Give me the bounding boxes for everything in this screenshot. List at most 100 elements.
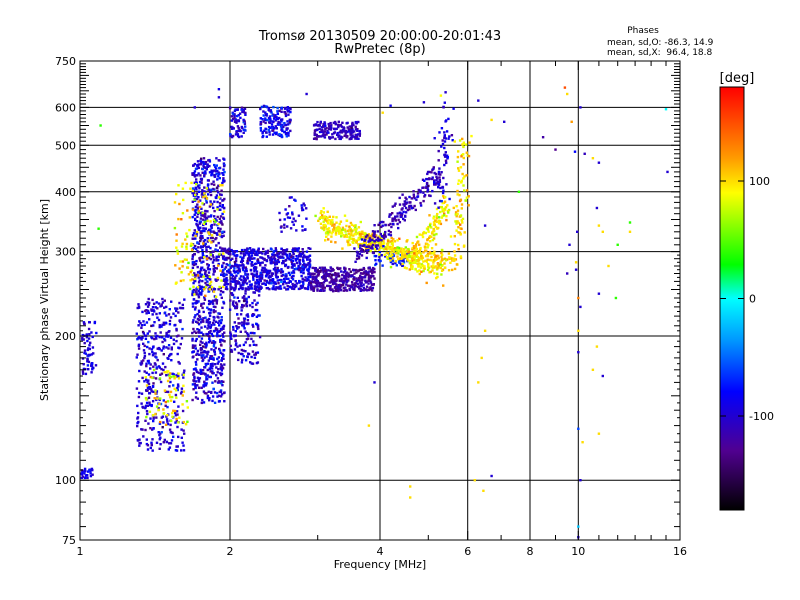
data-point: [197, 190, 201, 193]
data-point: [191, 383, 195, 386]
data-point: [426, 188, 430, 192]
data-point: [446, 204, 449, 207]
data-point: [182, 371, 186, 375]
data-point: [254, 253, 257, 256]
data-point: [185, 247, 188, 251]
data-point: [210, 226, 213, 230]
data-point: [241, 286, 244, 289]
data-point: [375, 234, 378, 237]
data-point: [278, 278, 282, 282]
data-point: [208, 331, 211, 334]
data-point: [258, 281, 261, 284]
data-point: [227, 251, 230, 255]
data-point: [211, 171, 214, 174]
data-point: [389, 104, 392, 107]
data-point: [282, 261, 285, 265]
data-point: [202, 275, 205, 278]
data-point: [192, 368, 196, 371]
data-point: [194, 384, 197, 387]
data-point: [177, 372, 180, 375]
data-point: [445, 154, 449, 157]
data-point: [241, 358, 244, 361]
data-point: [358, 231, 361, 234]
data-point: [156, 316, 159, 319]
data-point: [221, 255, 225, 258]
data-point: [219, 363, 223, 366]
data-point: [142, 435, 145, 438]
data-point: [242, 281, 245, 284]
data-point: [269, 126, 272, 129]
data-point: [234, 305, 237, 309]
data-point: [235, 325, 238, 328]
data-point: [301, 250, 305, 254]
data-point: [236, 119, 239, 122]
data-point: [146, 332, 149, 335]
data-point: [443, 207, 446, 210]
data-point: [202, 203, 206, 206]
data-point: [175, 410, 179, 413]
data-point: [161, 340, 164, 344]
data-point: [250, 283, 253, 286]
data-point: [402, 248, 406, 251]
data-point: [456, 220, 459, 223]
data-point: [389, 240, 392, 243]
data-point: [421, 264, 424, 267]
data-point: [399, 215, 402, 218]
data-point: [174, 421, 177, 424]
data-point: [313, 280, 316, 284]
data-point: [150, 324, 153, 328]
data-point: [213, 329, 216, 333]
data-point: [284, 123, 288, 127]
data-point: [357, 255, 361, 258]
data-point: [230, 337, 233, 340]
data-point: [210, 285, 214, 289]
data-point: [443, 140, 447, 143]
data-point: [154, 392, 157, 395]
data-point: [321, 227, 324, 230]
data-point: [194, 367, 197, 370]
data-point: [286, 288, 290, 291]
data-point: [391, 259, 395, 262]
data-point: [211, 334, 215, 338]
data-point: [202, 310, 205, 314]
data-point: [205, 341, 208, 344]
data-point: [360, 247, 363, 251]
data-point: [199, 318, 202, 321]
data-point: [199, 343, 202, 346]
data-point: [211, 299, 215, 302]
data-point: [422, 199, 425, 203]
data-point: [215, 257, 218, 260]
data-point: [480, 356, 483, 360]
data-point: [207, 188, 210, 191]
data-point: [168, 330, 171, 333]
data-point: [200, 207, 203, 210]
data-point: [408, 195, 411, 199]
data-point: [308, 280, 311, 283]
data-point: [181, 303, 184, 307]
data-point: [277, 123, 280, 126]
data-point: [247, 333, 250, 336]
data-point: [440, 145, 443, 148]
data-point: [221, 172, 224, 175]
data-point: [308, 282, 311, 285]
data-point: [195, 391, 198, 394]
data-point: [362, 235, 366, 239]
data-point: [570, 120, 573, 123]
data-point: [168, 428, 172, 431]
data-point: [345, 233, 348, 236]
data-point: [305, 217, 308, 220]
data-point: [136, 337, 140, 340]
data-point: [205, 382, 208, 385]
data-point: [417, 188, 420, 192]
data-point: [408, 262, 412, 265]
data-point: [184, 181, 187, 185]
data-point: [220, 279, 223, 282]
data-point: [149, 427, 152, 430]
data-point: [344, 270, 347, 273]
data-point: [163, 337, 166, 341]
data-point: [204, 170, 207, 173]
data-point: [142, 320, 145, 323]
data-point: [424, 231, 427, 235]
data-point: [326, 231, 329, 234]
data-point: [419, 201, 422, 205]
